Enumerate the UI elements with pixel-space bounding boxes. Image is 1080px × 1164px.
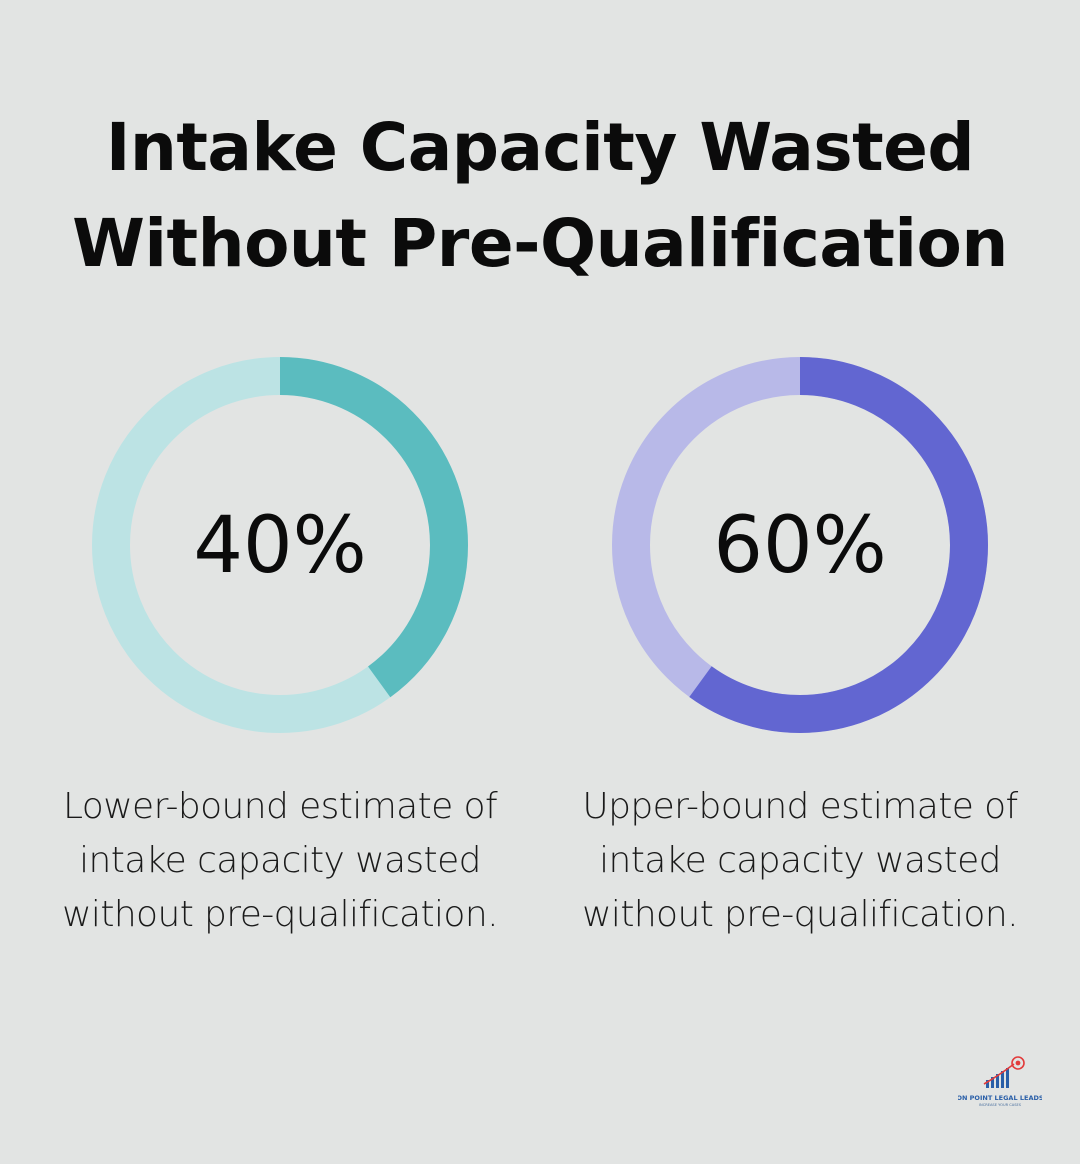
logo-tagline: INCREASE YOUR CASES xyxy=(979,1103,1022,1107)
description-lower-bound: Lower-bound estimate of intake capacity … xyxy=(62,786,498,935)
percent-label-lower-bound: 40% xyxy=(193,501,366,591)
percent-label-upper-bound: 60% xyxy=(713,501,886,591)
logo-target-icon xyxy=(1011,1056,1025,1070)
title-line-1: Intake Capacity Wasted xyxy=(105,109,975,186)
stat-lower-bound: 40% Lower-bound estimate of intake capac… xyxy=(20,350,540,942)
title-line-2: Without Pre-Qualification xyxy=(72,205,1008,282)
donut-arc-upper-bound xyxy=(612,357,988,733)
company-logo: ON POINT LEGAL LEADS INCREASE YOUR CASES xyxy=(958,1056,1042,1107)
stat-upper-bound: 60% Upper-bound estimate of intake capac… xyxy=(540,350,1060,942)
description-upper-bound: Upper-bound estimate of intake capacity … xyxy=(582,786,1018,935)
donut-arc-lower-bound xyxy=(92,357,468,733)
logo-name: ON POINT LEGAL LEADS xyxy=(958,1094,1042,1102)
logo-bars-icon xyxy=(983,1063,1015,1088)
page-title: Intake Capacity Wasted Without Pre-Quali… xyxy=(0,100,1080,292)
donut-chart-lower-bound: 40% xyxy=(92,357,468,733)
donut-chart-upper-bound: 60% xyxy=(612,357,988,733)
